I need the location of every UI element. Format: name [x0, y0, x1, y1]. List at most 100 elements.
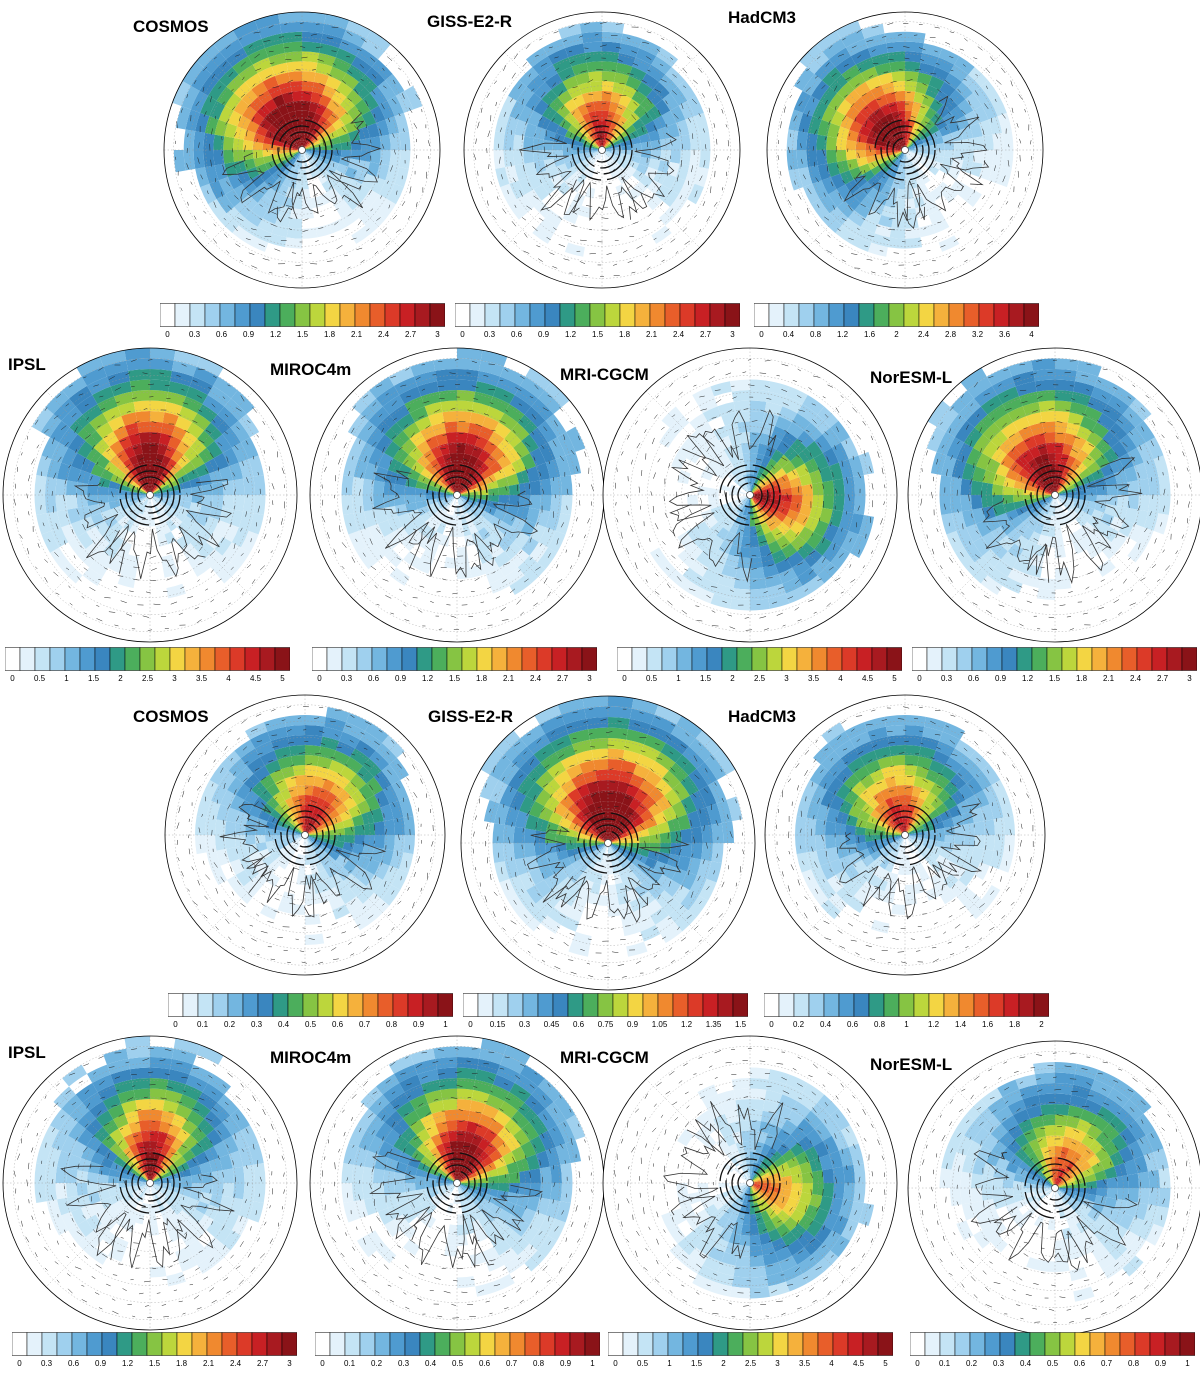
anomaly-cell	[508, 495, 520, 506]
anomaly-cell	[167, 435, 182, 450]
wind-vector	[542, 77, 547, 81]
wind-vector	[488, 457, 493, 461]
anomaly-cell	[431, 422, 447, 436]
wind-vector	[71, 529, 74, 534]
wind-vector	[1040, 553, 1045, 556]
wind-vector	[684, 434, 689, 440]
wind-vector	[502, 579, 507, 584]
anomaly-cell	[495, 112, 510, 133]
anomaly-cell	[804, 516, 820, 532]
wind-vector	[1004, 394, 1009, 398]
wind-vector	[667, 583, 671, 589]
wind-vector	[677, 217, 681, 223]
colorbar-tick-label: 0.3	[188, 330, 201, 339]
anomaly-cell	[384, 548, 404, 568]
anomaly-cell	[602, 90, 613, 102]
wind-vector	[854, 117, 857, 122]
anomaly-cell	[775, 416, 792, 432]
wind-vector	[73, 555, 76, 559]
wind-vector	[213, 201, 217, 208]
wind-vector	[840, 395, 844, 399]
wind-vector	[674, 46, 678, 50]
anomaly-cell	[493, 468, 507, 481]
wind-vector	[320, 215, 325, 217]
anomaly-cell	[943, 141, 955, 150]
anomaly-cell	[982, 548, 1002, 568]
wind-vector	[985, 67, 991, 74]
anomaly-cell	[817, 562, 839, 584]
anomaly-cell	[537, 115, 551, 130]
wind-vector	[718, 561, 724, 564]
anomaly-cell	[267, 164, 280, 176]
anomaly-cell	[1064, 487, 1076, 494]
anomaly-cell	[534, 82, 552, 100]
anomaly-cell	[183, 446, 199, 462]
wind-vector	[543, 426, 548, 432]
wind-vector	[876, 212, 880, 215]
wind-vector	[547, 553, 551, 558]
wind-vector	[382, 578, 389, 582]
wind-vector	[617, 59, 623, 62]
anomaly-cell	[853, 495, 866, 516]
wind-vector	[415, 94, 421, 100]
anomaly-cell	[241, 194, 258, 211]
anomaly-cell	[777, 474, 790, 485]
wind-vector	[843, 64, 849, 67]
anomaly-cell	[1127, 495, 1139, 510]
anomaly-cell	[181, 543, 198, 559]
wind-vector	[821, 557, 826, 563]
anomaly-cell	[729, 379, 750, 392]
anomaly-cell	[150, 390, 169, 402]
anomaly-cell	[878, 214, 894, 228]
wind-vector	[653, 237, 657, 241]
wind-vector	[288, 217, 293, 219]
anomaly-cell	[602, 51, 620, 63]
anomaly-cell	[71, 453, 87, 470]
anomaly-cell	[848, 513, 864, 535]
colorbar-tick-label: 1.2	[836, 330, 849, 339]
colorbar-swatch	[724, 303, 740, 327]
anomaly-cell	[466, 484, 477, 492]
anomaly-cell	[1055, 390, 1074, 402]
anomaly-cell	[828, 92, 845, 111]
anomaly-cell	[631, 150, 642, 157]
anomaly-cell	[352, 82, 370, 100]
anomaly-cell	[222, 480, 235, 495]
anomaly-cell	[759, 484, 770, 492]
wind-vector	[89, 509, 92, 514]
latitude-line	[205, 53, 399, 247]
anomaly-cell	[341, 474, 354, 495]
anomaly-cell	[535, 462, 551, 481]
anomaly-cell	[233, 99, 250, 116]
colorbar-tick-label: 0.6	[215, 330, 228, 339]
wind-vector	[183, 543, 188, 548]
wind-vector	[347, 505, 349, 510]
wind-vector	[962, 523, 964, 530]
wind-vector	[1044, 502, 1048, 505]
anomaly-cell	[1037, 443, 1048, 456]
anomaly-cell	[102, 406, 122, 423]
anomaly-cell	[124, 554, 140, 568]
anomaly-cell	[759, 544, 772, 558]
anomaly-cell	[101, 446, 117, 462]
colorbar-swatch	[619, 303, 636, 327]
wind-vector	[962, 202, 967, 206]
anomaly-cell	[648, 158, 661, 171]
anomaly-cell	[1111, 441, 1128, 459]
wind-vector	[679, 195, 683, 200]
anomaly-cell	[514, 385, 538, 407]
wind-vector	[375, 462, 377, 468]
anomaly-cell	[384, 441, 401, 459]
anomaly-cell	[708, 500, 721, 510]
wind-vector	[1007, 567, 1013, 570]
wind-vector	[407, 407, 411, 411]
anomaly-cell	[846, 129, 859, 142]
wind-vector	[1019, 138, 1022, 144]
anomaly-cell	[836, 99, 853, 116]
anomaly-cell	[436, 455, 447, 468]
anomaly-cell	[446, 432, 457, 444]
wind-vector	[92, 539, 96, 545]
wind-vector	[838, 553, 844, 558]
wind-vector	[217, 442, 223, 447]
anomaly-cell	[562, 209, 579, 225]
